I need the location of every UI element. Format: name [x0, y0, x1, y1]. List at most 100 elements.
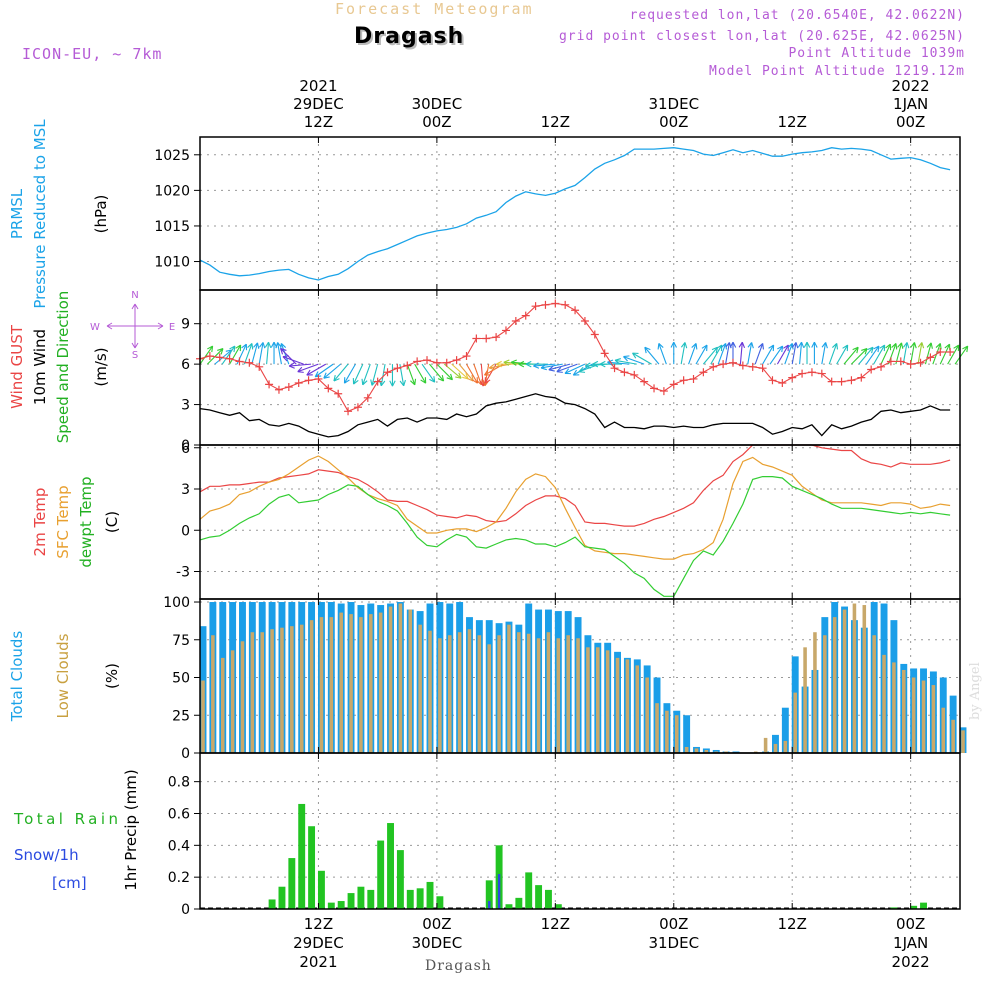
gust-marker — [620, 368, 629, 377]
wind-arrow — [297, 363, 319, 373]
compass-rose — [106, 303, 164, 349]
wind-arrow — [421, 363, 436, 383]
total-cloud-bar — [683, 715, 691, 753]
panel-frame — [199, 289, 961, 446]
wind-arrow-head — [614, 358, 621, 365]
low-cloud-bar — [724, 751, 728, 753]
wind-arrow-head — [207, 345, 214, 353]
wind-arrow — [343, 363, 356, 384]
y-tick-label: 6 — [181, 441, 190, 457]
low-cloud-bar — [339, 612, 343, 753]
series-line — [199, 476, 951, 597]
low-cloud-bar — [753, 751, 758, 753]
gust-marker — [768, 376, 777, 385]
wind-arrow-head — [657, 343, 664, 350]
rain-bar — [317, 870, 325, 909]
gust-marker — [442, 358, 451, 367]
wind-arrow-head — [247, 343, 254, 350]
wind-arrow-head — [623, 355, 630, 362]
wind-arrow — [858, 346, 874, 365]
rain-bar — [545, 889, 552, 909]
wind-arrow-head — [241, 343, 248, 351]
gust-marker — [472, 334, 481, 343]
wind-arrow-head — [264, 341, 272, 348]
gust-marker — [284, 383, 293, 392]
wind-arrow — [362, 363, 371, 385]
gust-marker — [689, 374, 698, 383]
wind-arrow-head — [729, 341, 737, 348]
y-tick-label: 50 — [172, 671, 190, 687]
wind-arrow — [451, 363, 469, 380]
y-tick-label: 9 — [181, 317, 190, 333]
low-cloud-bar — [280, 627, 284, 753]
cloud-unit-label: (%) — [103, 663, 121, 689]
snow-legend: Snow/1h — [14, 846, 79, 864]
wind-arrow-head — [953, 344, 960, 352]
wind-arrow — [791, 342, 797, 365]
gust-marker — [432, 358, 441, 367]
wind-arrow — [887, 343, 897, 365]
gust-marker — [314, 374, 323, 383]
wind-arrow-head — [378, 379, 386, 387]
y-tick-label: 100 — [163, 595, 190, 611]
gust-marker — [867, 365, 876, 374]
gust-marker — [610, 364, 619, 373]
grid-point-coords: grid point closest lon,lat (20.625E, 42.… — [558, 29, 965, 44]
wind-arrow-head — [873, 345, 880, 353]
snow-bar — [488, 901, 491, 909]
wind-arrow — [323, 363, 342, 379]
wind-arrow — [306, 363, 327, 376]
gust-marker — [521, 311, 530, 320]
low-cloud-bar — [931, 685, 936, 753]
wind-arrow-head — [885, 343, 892, 351]
rain-bar — [515, 897, 523, 909]
low-cloud-bar — [803, 647, 807, 753]
top-time-label: 12Z — [541, 113, 570, 131]
wind-arrow — [895, 342, 903, 365]
wind-arrow — [333, 363, 349, 382]
wind-arrow-head — [533, 362, 540, 369]
low-cloud-bar — [546, 632, 551, 753]
temp-axis-label: 2m Temp — [31, 488, 49, 557]
rain-bar — [377, 840, 385, 909]
gust-marker — [886, 357, 895, 366]
wind-arrow-head — [410, 378, 417, 386]
wind-arrow — [880, 343, 891, 365]
low-cloud-bar — [428, 630, 432, 753]
wind-arrow-head — [897, 342, 904, 349]
wind-arrow-head — [288, 362, 295, 369]
wind-arrow — [917, 342, 923, 365]
wind-arrow-head — [446, 373, 453, 381]
wind-arrow — [865, 345, 880, 365]
top-time-label: 12Z — [304, 113, 333, 131]
rain-bar — [337, 901, 345, 909]
wind-arrow — [540, 363, 563, 369]
bottom-time-label: 2022 — [892, 953, 930, 971]
gust-marker — [215, 353, 224, 362]
series-line — [199, 302, 951, 412]
bottom-time-label: 12Z — [778, 915, 807, 933]
wind-arrow — [717, 343, 727, 365]
panel-frame — [199, 136, 961, 291]
pressure-axis-label: PRMSL — [8, 188, 26, 239]
low-cloud-bar — [763, 737, 768, 753]
bottom-station-label: Dragash — [425, 958, 492, 974]
wind-arrow-head — [525, 360, 532, 368]
total-cloud-bar — [781, 707, 789, 753]
gust-marker — [640, 377, 649, 386]
point-altitude: Point Altitude 1039m — [788, 46, 965, 61]
gust-marker — [561, 300, 570, 309]
wind-arrow — [843, 346, 859, 365]
wind-arrow — [784, 343, 793, 365]
y-tick-label: 0 — [181, 438, 190, 454]
y-tick-label: 3 — [181, 398, 190, 414]
low-cloud-bar — [220, 657, 225, 753]
bottom-time-label: 29DEC — [293, 934, 344, 952]
rain-bar — [416, 888, 424, 909]
y-tick-label: -3 — [176, 565, 190, 581]
gust-marker — [857, 373, 866, 382]
top-time-label: 2021 — [299, 77, 337, 95]
low-cloud-bar — [842, 609, 847, 753]
wind-arrow — [799, 342, 803, 365]
